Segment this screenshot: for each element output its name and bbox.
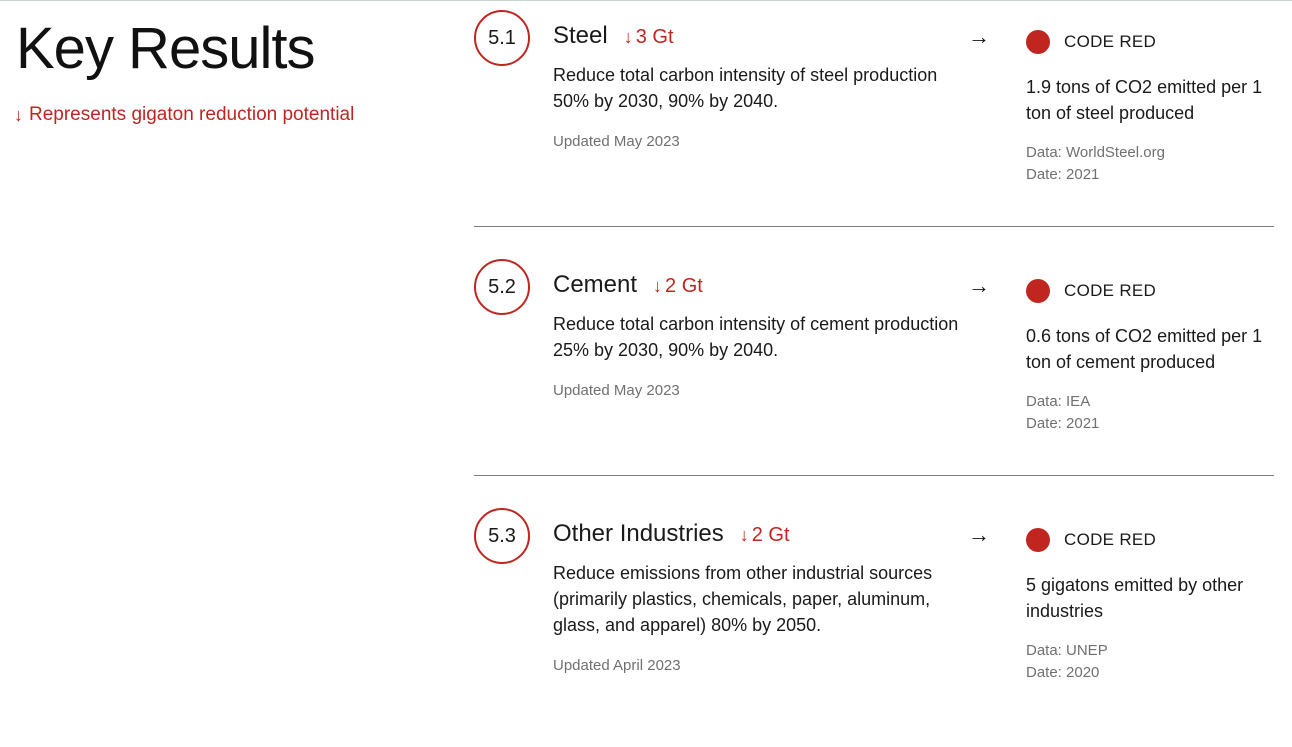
status-indicator: CODE RED	[1026, 279, 1156, 303]
data-date: Date: 2021	[1026, 415, 1100, 432]
reduction-value: 2 Gt	[751, 524, 790, 546]
result-title[interactable]: Cement	[553, 271, 638, 298]
top-divider	[0, 0, 1292, 1]
result-goal: Reduce total carbon intensity of cement …	[553, 314, 959, 360]
result-metric: 5 gigatons emitted by other industries	[1026, 575, 1244, 621]
result-number-badge: 5.2	[474, 259, 530, 315]
status-label: CODE RED	[1064, 32, 1157, 51]
data-source: Data: UNEP	[1026, 642, 1108, 659]
result-title-line: Cement ↓ 2 Gt	[553, 271, 703, 299]
status-indicator: CODE RED	[1026, 30, 1156, 54]
updated-date: Updated May 2023	[553, 382, 680, 399]
reduction-value: 3 Gt	[635, 26, 674, 48]
arrow-down-icon: ↓	[739, 525, 749, 545]
page-title: Key Results	[16, 16, 315, 81]
result-metric: 0.6 tons of CO2 emitted per 1 ton of cem…	[1026, 326, 1263, 372]
row-divider	[474, 226, 1274, 227]
result-title[interactable]: Other Industries	[553, 520, 724, 547]
legend-text: Represents gigaton reduction potential	[29, 104, 355, 125]
data-source: Data: WorldSteel.org	[1026, 144, 1165, 161]
arrow-down-icon: ↓	[623, 27, 633, 47]
arrow-right-icon[interactable]: →	[968, 273, 990, 298]
reduction-potential: ↓ 3 Gt	[624, 26, 674, 49]
red-circle-icon	[1026, 30, 1050, 54]
result-goal: Reduce emissions from other industrial s…	[553, 563, 933, 635]
data-source: Data: IEA	[1026, 393, 1091, 410]
result-title[interactable]: Steel	[553, 22, 608, 49]
data-date: Date: 2021	[1026, 166, 1100, 183]
reduction-potential: ↓ 2 Gt	[740, 524, 790, 547]
reduction-potential: ↓ 2 Gt	[653, 275, 703, 298]
red-circle-icon	[1026, 528, 1050, 552]
legend: ↓ Represents gigaton reduction potential	[14, 104, 354, 126]
reduction-value: 2 Gt	[665, 275, 703, 297]
status-indicator: CODE RED	[1026, 528, 1156, 552]
data-date: Date: 2020	[1026, 664, 1100, 681]
red-circle-icon	[1026, 279, 1050, 303]
updated-date: Updated May 2023	[553, 133, 680, 150]
result-metric: 1.9 tons of CO2 emitted per 1 ton of ste…	[1026, 77, 1263, 123]
result-number-badge: 5.3	[474, 508, 530, 564]
key-result-row[interactable]: 5.2 Cement ↓ 2 Gt Reduce total carbon in…	[474, 249, 1274, 498]
result-goal: Reduce total carbon intensity of steel p…	[553, 65, 938, 111]
arrow-right-icon[interactable]: →	[968, 522, 990, 547]
status-label: CODE RED	[1064, 281, 1157, 300]
key-result-row[interactable]: 5.1 Steel ↓ 3 Gt Reduce total carbon int…	[474, 0, 1274, 249]
status-label: CODE RED	[1064, 530, 1157, 549]
updated-date: Updated April 2023	[553, 657, 681, 674]
row-divider	[474, 475, 1274, 476]
key-result-row[interactable]: 5.3 Other Industries ↓ 2 Gt Reduce emiss…	[474, 498, 1274, 747]
result-title-line: Steel ↓ 3 Gt	[553, 22, 674, 50]
arrow-down-icon: ↓	[14, 104, 23, 125]
arrow-right-icon[interactable]: →	[968, 24, 990, 49]
result-title-line: Other Industries ↓ 2 Gt	[553, 520, 790, 548]
arrow-down-icon: ↓	[653, 276, 663, 296]
result-number-badge: 5.1	[474, 10, 530, 66]
